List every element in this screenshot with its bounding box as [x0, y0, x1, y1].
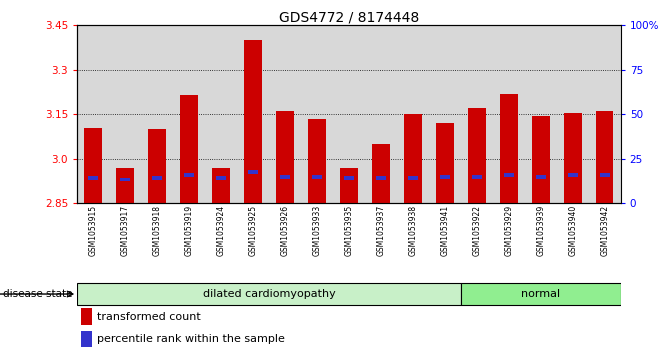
Bar [276, 111, 294, 203]
Bar [180, 95, 198, 203]
Bar [120, 178, 130, 182]
Bar [536, 175, 546, 179]
Bar [205, 25, 237, 203]
Text: dilated cardiomyopathy: dilated cardiomyopathy [203, 289, 336, 298]
Bar [185, 173, 194, 177]
Text: normal: normal [521, 289, 560, 298]
Bar [557, 25, 588, 203]
Bar [600, 173, 609, 177]
Bar [77, 25, 109, 203]
Bar [77, 282, 461, 306]
Bar [404, 114, 421, 203]
Bar [340, 168, 358, 203]
Bar [116, 168, 134, 203]
Bar [248, 170, 258, 174]
Bar [333, 25, 365, 203]
Bar [436, 123, 454, 203]
Bar [148, 129, 166, 203]
Bar [216, 176, 226, 180]
Bar [152, 176, 162, 180]
Bar [312, 175, 322, 179]
Bar [301, 25, 333, 203]
Text: GDS4772 / 8174448: GDS4772 / 8174448 [278, 11, 419, 25]
Bar [568, 173, 578, 177]
Text: percentile rank within the sample: percentile rank within the sample [97, 334, 285, 344]
Bar [440, 175, 450, 179]
Bar [376, 176, 386, 180]
Bar [89, 176, 98, 180]
Bar [308, 119, 325, 203]
Bar [564, 113, 582, 203]
Bar [429, 25, 461, 203]
Bar [493, 25, 525, 203]
Text: disease state: disease state [3, 289, 73, 299]
Bar [596, 111, 613, 203]
Bar [372, 144, 390, 203]
Bar [525, 25, 557, 203]
Text: transformed count: transformed count [97, 312, 201, 322]
Bar [504, 173, 513, 177]
Bar [344, 176, 354, 180]
Bar [269, 25, 301, 203]
Bar [244, 40, 262, 203]
Bar [472, 175, 482, 179]
Bar [280, 175, 290, 179]
Bar [109, 25, 141, 203]
Bar [81, 331, 92, 347]
Bar [397, 25, 429, 203]
Bar [365, 25, 397, 203]
Bar [141, 25, 173, 203]
Bar [532, 116, 550, 203]
Bar [408, 176, 418, 180]
Bar [237, 25, 269, 203]
Bar [173, 25, 205, 203]
Bar [500, 94, 517, 203]
Bar [461, 25, 493, 203]
Bar [85, 128, 102, 203]
Bar [212, 168, 230, 203]
Bar [588, 25, 621, 203]
Bar [81, 308, 92, 325]
Bar [468, 109, 486, 203]
Bar [461, 282, 621, 306]
